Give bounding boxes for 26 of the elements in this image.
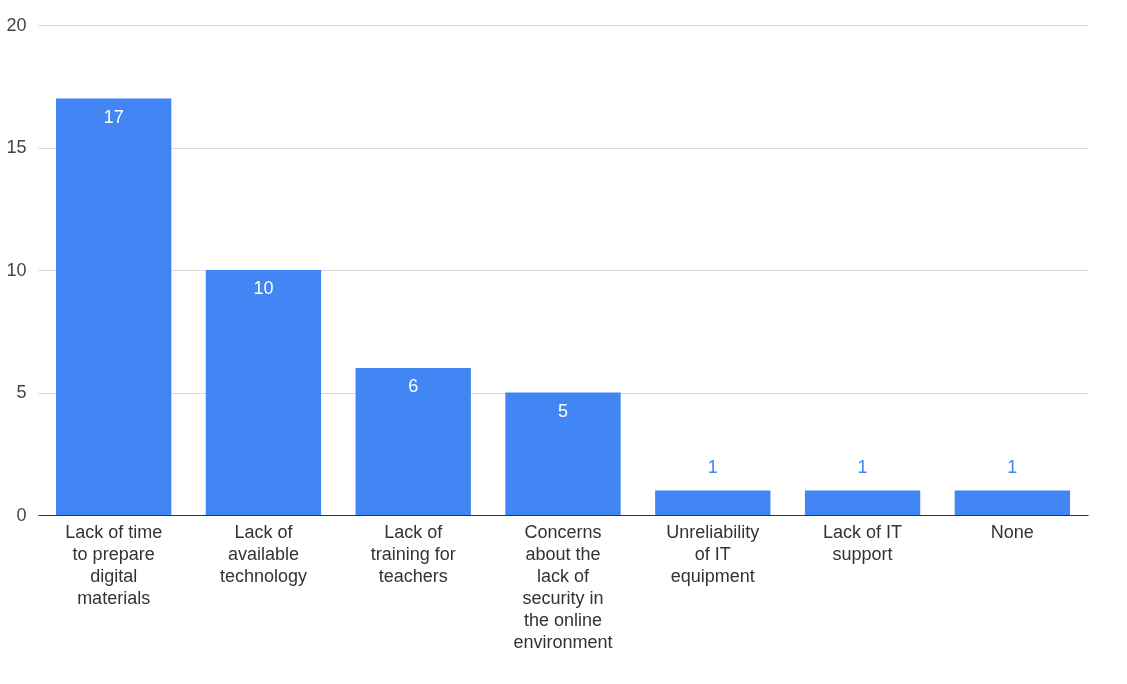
data-label: 10 <box>253 278 274 298</box>
x-tick-label: Unreliability of IT equipment <box>666 521 760 586</box>
y-tick-label: 20 <box>6 14 27 35</box>
bar <box>55 98 172 515</box>
data-label: 17 <box>103 106 124 127</box>
bar <box>655 490 771 515</box>
y-tick-label: 0 <box>16 504 27 525</box>
y-tick-label: 15 <box>6 137 27 157</box>
data-label: 1 <box>1007 456 1018 477</box>
bar <box>355 368 471 515</box>
data-label: 5 <box>557 400 569 421</box>
y-tick-label: 10 <box>6 259 27 280</box>
bar <box>505 392 621 515</box>
x-tick-label: None <box>990 521 1034 542</box>
x-tick-label: Concerns about the lack of security in the online environment <box>513 521 613 652</box>
bar <box>205 270 322 515</box>
bar <box>954 490 1071 515</box>
bar <box>804 490 921 515</box>
data-label: 1 <box>857 456 868 477</box>
x-tick-label: Lack of time to prepare digital materials <box>65 521 163 608</box>
x-tick-label: Lack of training for teachers <box>370 521 456 586</box>
x-tick-label: Lack of available technology <box>219 521 307 586</box>
y-tick-label: 5 <box>16 382 27 402</box>
data-label: 1 <box>707 456 718 477</box>
data-label: 6 <box>408 376 419 396</box>
x-tick-label: Lack of IT support <box>823 521 903 564</box>
